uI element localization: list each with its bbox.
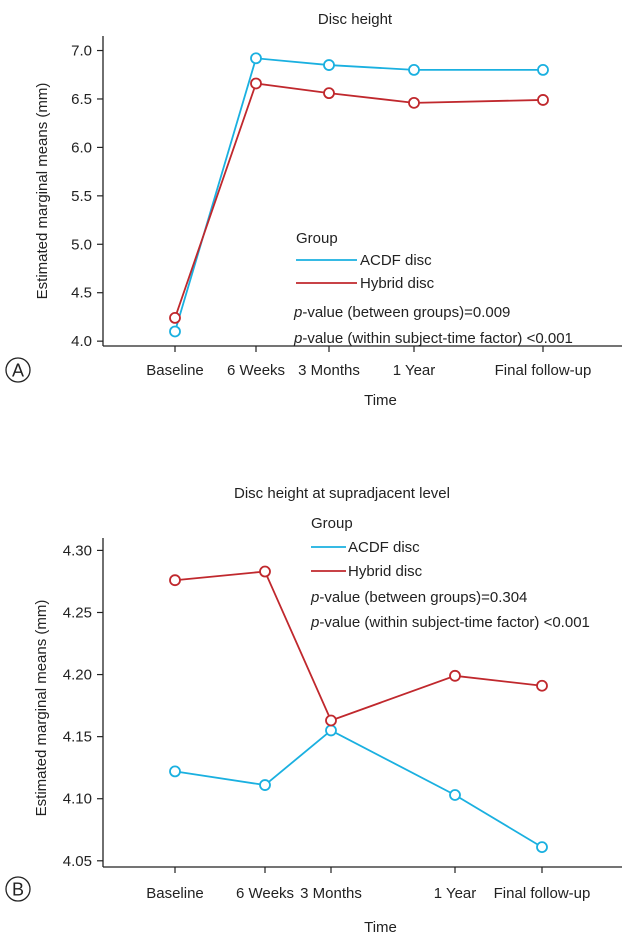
series-line-hybrid-disc [174,82,544,319]
data-point-acdf-disc [323,59,335,71]
x-tick-label: Final follow-up [495,362,592,379]
y-axis-label: Estimated marginal means (mm) [34,83,51,300]
panel-label: A [12,361,24,381]
legend-title: Group [311,515,353,532]
data-point-hybrid-disc [169,312,181,324]
legend-label-hybrid-disc: Hybrid disc [348,563,423,580]
data-point-hybrid-disc [449,669,461,682]
data-point-acdf-disc [259,779,271,791]
data-point-hybrid-disc [536,679,548,692]
y-axis-label: Estimated marginal means (mm) [33,600,50,817]
data-point-acdf-disc [169,325,181,338]
x-axis-label: Time [364,392,397,409]
x-tick-label: 3 Months [300,885,362,902]
y-tick-label: 4.15 [63,729,92,746]
data-point-acdf-disc [408,64,420,76]
y-tick-label: 4.20 [63,667,92,684]
data-point-hybrid-disc [408,96,420,109]
y-tick-label: 4.0 [71,333,92,350]
panel-label-circle [5,876,31,902]
data-point-acdf-disc [169,765,181,778]
x-tick-label: Final follow-up [494,885,591,902]
x-tick-label: 6 Weeks [227,362,285,379]
legend-label-hybrid-disc: Hybrid disc [360,275,435,292]
data-point-acdf-disc [449,789,461,801]
legend-note: p-value (between groups)=0.009 [293,304,510,321]
series-line-acdf-disc [174,57,543,332]
y-tick-label: 5.0 [71,236,92,253]
data-point-acdf-disc [536,841,548,854]
x-tick-label: 3 Months [298,362,360,379]
legend-note: p-value (within subject-time factor) <0.… [310,614,590,631]
data-point-hybrid-disc [259,565,271,578]
y-tick-label: 4.05 [63,853,92,870]
panel-label: B [12,880,24,900]
data-point-hybrid-disc [323,87,335,100]
data-point-acdf-disc [325,724,337,737]
x-tick-label: 6 Weeks [236,885,294,902]
legend-label-acdf-disc: ACDF disc [360,252,432,269]
x-tick-label: Baseline [146,885,204,902]
legend-note: p-value (between groups)=0.304 [310,589,527,606]
y-tick-label: 4.25 [63,604,92,621]
data-point-acdf-disc [537,64,549,76]
y-tick-label: 4.5 [71,285,92,302]
data-point-hybrid-disc [250,77,262,90]
y-tick-label: 4.30 [63,542,92,559]
x-axis-label: Time [364,919,397,936]
chart-title: Disc height [318,11,393,28]
y-tick-label: 6.0 [71,139,92,156]
chart-panel-b: Disc height at supradjacent level 4.05 4.1… [5,485,622,936]
chart-title: Disc height at supradjacent level [234,485,450,502]
series-line-acdf-disc [174,729,543,848]
y-tick-label: 6.5 [71,91,92,108]
data-point-hybrid-disc [169,574,181,587]
legend-label-acdf-disc: ACDF disc [348,539,420,556]
x-tick-label: 1 Year [434,885,477,902]
y-tick-label: 5.5 [71,188,92,205]
data-point-hybrid-disc [537,94,549,106]
y-tick-label: 4.10 [63,791,92,808]
panel-label-circle [5,357,31,383]
data-point-acdf-disc [250,52,262,65]
y-tick-label: 7.0 [71,43,92,60]
chart-panel-a: Disc height 4.0 4.5 5.0 5.5 6.0 6.5 7.0 Baseline… [5,11,622,409]
legend-note: p-value (within subject-time factor) <0.… [293,330,573,347]
x-tick-label: 1 Year [393,362,436,379]
legend-title: Group [296,230,338,247]
x-tick-label: Baseline [146,362,204,379]
data-point-hybrid-disc [325,714,337,727]
